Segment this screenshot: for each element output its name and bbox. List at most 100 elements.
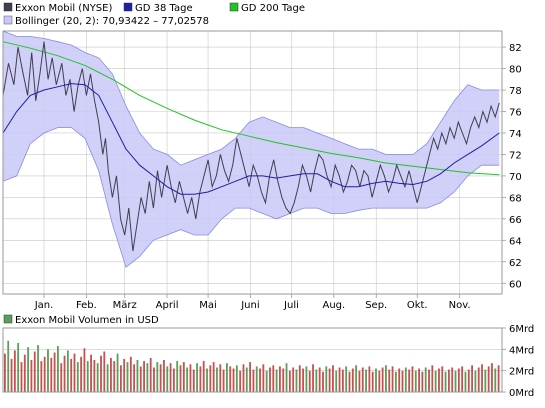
volume-bar — [477, 367, 480, 392]
volume-bar — [401, 370, 404, 392]
volume-bar — [73, 353, 76, 392]
month-tick-label: Juni — [240, 300, 259, 311]
volume-bar — [66, 350, 69, 392]
volume-bar — [13, 350, 16, 392]
volume-bar — [186, 367, 189, 392]
volume-bar — [96, 363, 99, 392]
volume-bar — [50, 357, 53, 392]
volume-bar — [454, 370, 457, 392]
volume-bar — [7, 340, 10, 392]
volume-bar — [216, 367, 218, 392]
volume-bar — [292, 367, 295, 392]
volume-bar — [365, 369, 367, 392]
volume-bar — [80, 356, 83, 392]
volume-bar — [116, 353, 119, 392]
volume-bar — [239, 370, 242, 392]
price-y-tick-label: 68 — [509, 193, 522, 204]
volume-bar — [305, 366, 308, 392]
volume-bar — [318, 367, 321, 392]
volume-bar — [461, 366, 464, 392]
volume-bar — [275, 369, 278, 392]
volume-bar — [491, 363, 493, 392]
volume-bar — [235, 365, 238, 392]
volume-bar — [358, 370, 361, 392]
volume-bar — [242, 364, 245, 392]
volume-bar — [332, 365, 334, 392]
volume-y-tick-label: 0Mrd — [509, 388, 534, 399]
volume-bar — [351, 368, 354, 392]
volume-bar — [43, 356, 46, 392]
volume-bar — [381, 367, 384, 392]
volume-bar — [136, 360, 139, 392]
price-y-axis: 60 62 64 66 68 70 72 74 76 78 80 82 — [502, 43, 522, 290]
price-y-tick-label: 60 — [509, 279, 522, 290]
volume-bar — [110, 357, 112, 392]
price-y-tick-label: 78 — [509, 86, 522, 97]
volume-y-tick-label: 4Mrd — [509, 345, 534, 356]
volume-bar — [487, 366, 490, 392]
volume-bar — [172, 368, 175, 392]
volume-bar — [149, 357, 152, 392]
volume-bar — [17, 342, 20, 392]
price-y-tick-label: 62 — [509, 258, 522, 269]
volume-bar — [192, 369, 195, 392]
volume-bar — [30, 360, 33, 392]
volume-bar — [368, 366, 371, 392]
legend-label-sma38: GD 38 Tage — [135, 3, 193, 14]
volume-bar — [428, 369, 430, 392]
volume-bar — [269, 367, 271, 392]
volume-bar — [484, 369, 487, 392]
volume-bar — [398, 368, 401, 392]
volume-bar — [232, 368, 235, 392]
legend-swatch-price — [3, 2, 13, 12]
volume-bar — [444, 371, 447, 392]
volume-bar — [325, 366, 328, 392]
volume-bar — [103, 351, 106, 392]
volume-bar — [229, 366, 232, 392]
volume-bar — [361, 367, 364, 392]
price-y-tick-label: 74 — [509, 129, 522, 140]
volume-bar — [424, 367, 427, 392]
bollinger-band-area — [3, 31, 500, 268]
volume-bar — [411, 366, 414, 392]
volume-bar — [37, 345, 39, 392]
volume-bar — [47, 349, 49, 392]
volume-bar — [431, 365, 434, 392]
volume-bar — [90, 354, 92, 392]
volume-bar — [404, 367, 407, 392]
price-y-tick-label: 66 — [509, 215, 522, 226]
volume-bar — [106, 364, 109, 392]
legend-swatch-volume — [3, 314, 13, 324]
volume-bar — [481, 364, 483, 392]
price-y-tick-label: 76 — [509, 108, 522, 119]
legend-swatch-sma38 — [123, 2, 133, 12]
price-y-tick-label: 64 — [509, 236, 522, 247]
volume-bar — [474, 370, 477, 392]
volume-bar — [169, 363, 172, 392]
volume-bar — [255, 366, 258, 392]
volume-bar — [272, 365, 275, 392]
price-line — [2, 41, 500, 252]
volume-bar — [341, 369, 344, 392]
legend-label-bollinger: Bollinger (20, 2): 70,93422 – 77,02578 — [15, 16, 209, 27]
volume-bar — [206, 368, 208, 392]
price-legend: Exxon Mobil (NYSE) GD 38 Tage GD 200 Tag… — [3, 2, 305, 27]
volume-bar — [40, 361, 43, 392]
volume-bar — [345, 366, 348, 392]
volume-bar — [126, 362, 129, 392]
volume-bar — [63, 355, 66, 392]
volume-bar — [219, 364, 222, 392]
volume-bar — [57, 346, 59, 392]
volume-bar — [196, 363, 198, 392]
volume-bar — [179, 365, 182, 392]
volume-bar — [497, 365, 500, 392]
volume-bar — [288, 370, 291, 392]
volume-bar — [83, 348, 86, 392]
volume-bar — [464, 371, 467, 392]
volume-bar — [156, 362, 159, 392]
month-tick-label: Nov. — [449, 300, 471, 311]
price-panel-frame — [2, 30, 503, 295]
volume-bar — [166, 366, 169, 392]
volume-bar — [447, 369, 450, 392]
price-y-tick-label: 70 — [509, 172, 522, 183]
